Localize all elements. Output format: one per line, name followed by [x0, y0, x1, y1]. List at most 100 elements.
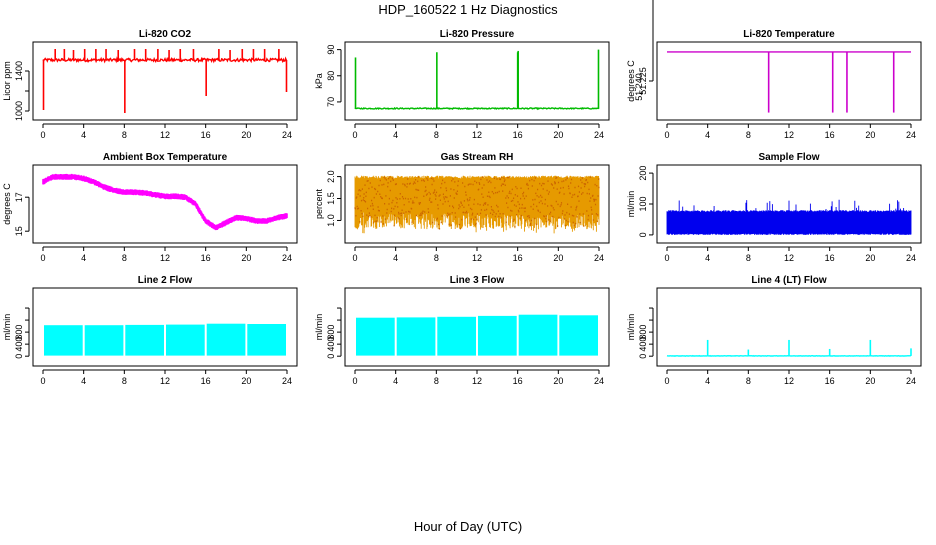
x-tick-label: 0 — [40, 130, 45, 140]
x-tick-label: 16 — [513, 376, 523, 386]
x-tick-label: 20 — [865, 376, 875, 386]
series-range — [355, 176, 599, 234]
x-tick-label: 4 — [81, 253, 86, 263]
y-tick-label: 17 — [14, 192, 24, 202]
panel-title: Li-820 Pressure — [440, 29, 515, 40]
x-tick-label: 16 — [825, 376, 835, 386]
y-axis-label: kPa — [314, 73, 324, 89]
x-tick-label: 8 — [122, 376, 127, 386]
data-series — [43, 49, 287, 113]
x-tick-label: 4 — [705, 253, 710, 263]
x-tick-label: 8 — [746, 376, 751, 386]
data-series — [667, 340, 911, 356]
y-tick-label: 70 — [326, 97, 336, 107]
x-tick-label: 24 — [594, 376, 604, 386]
x-tick-label: 24 — [906, 253, 916, 263]
x-tick-label: 16 — [513, 253, 523, 263]
x-tick-label: 12 — [472, 253, 482, 263]
x-tick-label: 8 — [746, 253, 751, 263]
y-tick-label: 800 — [638, 325, 648, 340]
x-tick-label: 0 — [352, 253, 357, 263]
data-series — [667, 200, 911, 235]
flow-block — [207, 324, 246, 356]
y-axis-label: ml/min — [2, 314, 12, 341]
x-tick-label: 0 — [664, 376, 669, 386]
x-tick-label: 8 — [434, 376, 439, 386]
x-tick-label: 16 — [513, 130, 523, 140]
y-tick-label: 0 — [638, 354, 648, 359]
y-tick-label: 90 — [326, 45, 336, 55]
x-tick-label: 4 — [393, 253, 398, 263]
panel-title: Line 3 Flow — [450, 275, 505, 286]
x-tick-label: 0 — [664, 253, 669, 263]
flow-block — [478, 316, 517, 356]
x-tick-label: 0 — [352, 130, 357, 140]
x-tick-label: 8 — [434, 130, 439, 140]
flow-block — [437, 317, 476, 356]
x-tick-label: 4 — [81, 376, 86, 386]
flow-block — [125, 325, 164, 356]
flow-block — [356, 318, 395, 356]
y-tick-label: 200 — [638, 166, 648, 181]
x-tick-label: 12 — [784, 130, 794, 140]
data-series — [43, 174, 287, 230]
y-axis-label: ml/min — [314, 314, 324, 341]
x-tick-label: 4 — [705, 130, 710, 140]
data-series — [667, 52, 911, 113]
series-band — [43, 174, 287, 230]
x-tick-label: 16 — [201, 130, 211, 140]
y-tick-label: 0 — [14, 354, 24, 359]
y-tick-label: 0 — [326, 354, 336, 359]
x-tick-label: 12 — [472, 130, 482, 140]
x-tick-label: 16 — [825, 130, 835, 140]
x-tick-label: 20 — [865, 253, 875, 263]
panel-title: Li-820 Temperature — [743, 29, 835, 40]
x-tick-label: 4 — [393, 130, 398, 140]
data-series — [355, 176, 599, 234]
y-tick-label: 51.240 — [634, 73, 644, 101]
flow-block — [166, 325, 205, 356]
data-series — [44, 324, 286, 356]
x-tick-label: 20 — [865, 130, 875, 140]
y-tick-label: 1400 — [14, 61, 24, 81]
x-tick-label: 24 — [594, 130, 604, 140]
y-tick-label: 800 — [14, 325, 24, 340]
panel-3: Li-820 Temperature0481216202451.22551.24… — [626, 0, 921, 140]
y-axis-label: degrees C — [2, 183, 12, 225]
y-axis-label: Licor ppm — [2, 61, 12, 101]
series-line — [43, 59, 287, 62]
x-tick-label: 4 — [393, 376, 398, 386]
x-tick-label: 0 — [664, 130, 669, 140]
x-tick-label: 20 — [241, 376, 251, 386]
x-tick-label: 16 — [201, 253, 211, 263]
y-axis: 1.01.52.0 — [326, 170, 341, 226]
x-tick-label: 12 — [160, 130, 170, 140]
flow-block — [559, 315, 598, 355]
x-tick-label: 12 — [784, 253, 794, 263]
y-axis-label: ml/min — [626, 191, 636, 218]
panel-title: Line 4 (LT) Flow — [751, 275, 827, 286]
x-tick-label: 12 — [160, 253, 170, 263]
x-tick-label: 20 — [553, 253, 563, 263]
x-tick-label: 4 — [81, 130, 86, 140]
y-tick-label: 100 — [638, 196, 648, 211]
x-tick-label: 24 — [594, 253, 604, 263]
flow-block — [247, 324, 286, 356]
